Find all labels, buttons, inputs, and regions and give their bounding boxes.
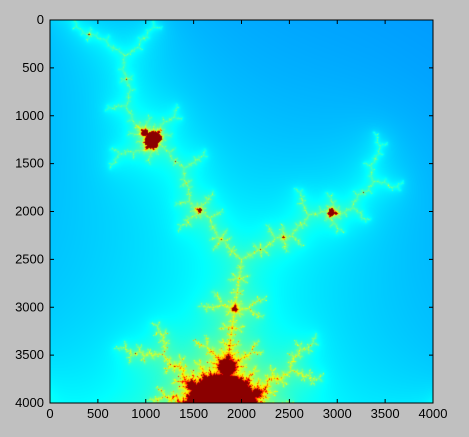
x-tick-label: 1000 [131, 406, 160, 421]
x-tick-label: 500 [87, 406, 109, 421]
y-tick-label: 2000 [15, 204, 44, 219]
y-tick-label: 4000 [15, 395, 44, 410]
x-tick-label: 4000 [419, 406, 448, 421]
y-tick-label: 500 [22, 60, 44, 75]
y-axis: 0 500 1000 1500 2000 2500 3000 3500 4000 [15, 12, 433, 410]
y-tick-label: 2500 [15, 251, 44, 266]
x-tick-label: 1500 [179, 406, 208, 421]
x-tick-label: 0 [46, 406, 53, 421]
x-tick-label: 3000 [323, 406, 352, 421]
y-tick-label: 3500 [15, 347, 44, 362]
y-tick-label: 1500 [15, 156, 44, 171]
x-tick-label: 2500 [275, 406, 304, 421]
x-tick-label: 2000 [227, 406, 256, 421]
x-axis: 0 500 1000 1500 2000 2500 3000 3500 4000 [46, 20, 447, 421]
x-tick-label: 3500 [371, 406, 400, 421]
y-tick-label: 0 [37, 12, 44, 27]
y-tick-label: 3000 [15, 299, 44, 314]
heatmap-image [50, 20, 433, 403]
y-tick-label: 1000 [15, 108, 44, 123]
